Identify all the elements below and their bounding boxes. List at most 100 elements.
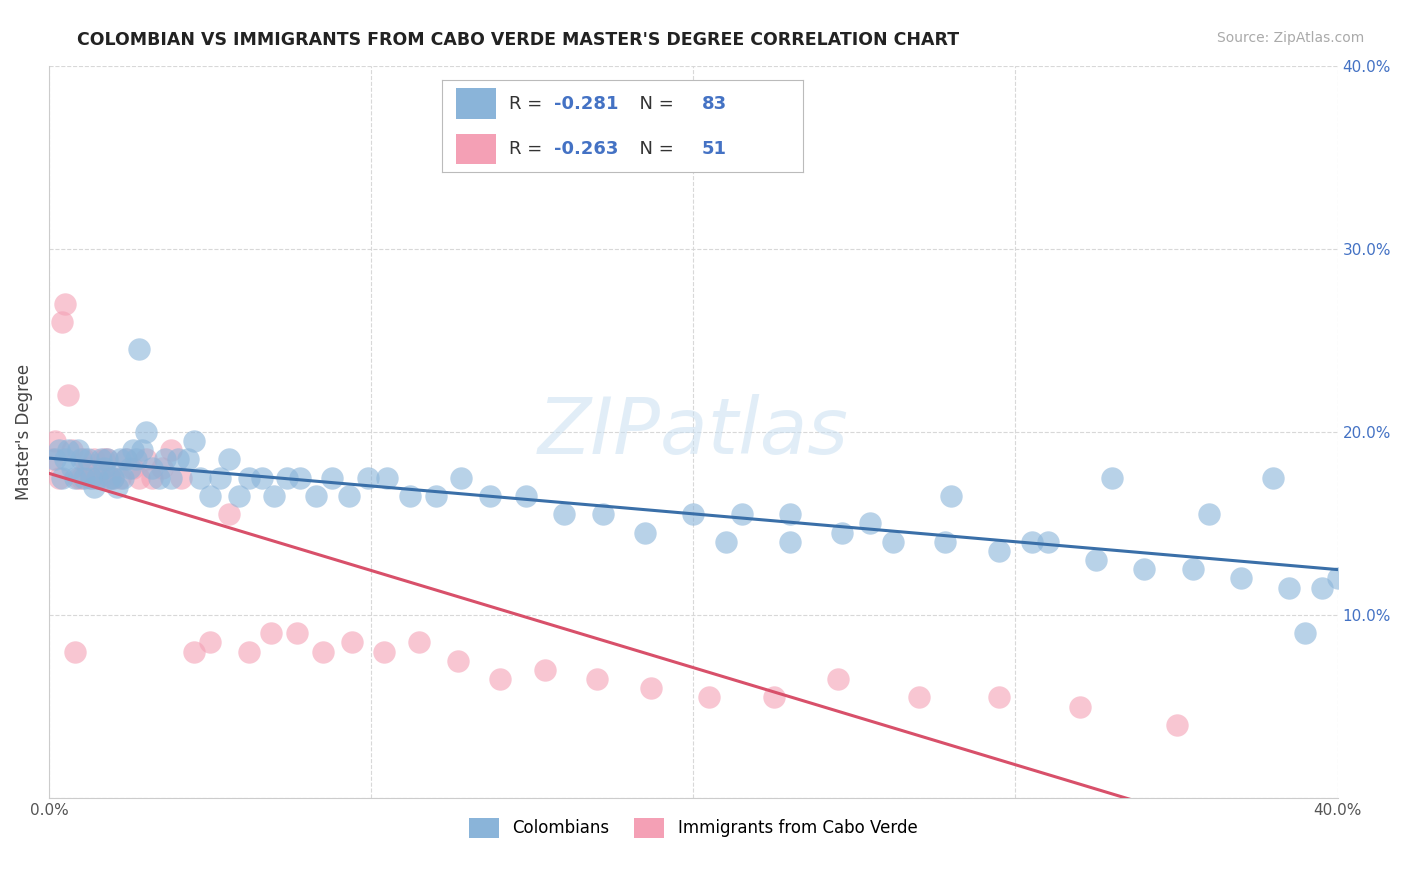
Point — [115, 452, 138, 467]
Point — [408, 635, 430, 649]
Point — [238, 645, 260, 659]
Point — [118, 461, 141, 475]
Point — [58, 388, 80, 402]
Point — [105, 480, 128, 494]
Point — [1101, 470, 1123, 484]
Point — [53, 452, 76, 467]
Point — [70, 452, 93, 467]
Point — [939, 489, 962, 503]
Point — [988, 544, 1011, 558]
Point — [1021, 534, 1043, 549]
Point — [198, 489, 221, 503]
Y-axis label: Master's Degree: Master's Degree — [15, 364, 32, 500]
Point — [1085, 553, 1108, 567]
Point — [312, 645, 335, 659]
Point — [41, 452, 63, 467]
Point — [730, 508, 752, 522]
Point — [447, 654, 470, 668]
Point — [80, 470, 103, 484]
Point — [51, 470, 73, 484]
Point — [827, 672, 849, 686]
Point — [183, 645, 205, 659]
Point — [190, 470, 212, 484]
Point — [260, 626, 283, 640]
Text: ZIPatlas: ZIPatlas — [538, 394, 849, 470]
Point — [1133, 562, 1156, 576]
Point — [714, 534, 737, 549]
Point — [93, 452, 115, 467]
Point — [290, 470, 312, 484]
Point — [66, 470, 89, 484]
Point — [1326, 571, 1348, 585]
Point — [60, 461, 83, 475]
Point — [831, 525, 853, 540]
Point — [73, 452, 96, 467]
Point — [60, 443, 83, 458]
Point — [585, 672, 607, 686]
Point — [634, 525, 657, 540]
Point — [1294, 626, 1316, 640]
Point — [218, 452, 240, 467]
Text: Source: ZipAtlas.com: Source: ZipAtlas.com — [1216, 31, 1364, 45]
Point — [76, 461, 98, 475]
Point — [228, 489, 250, 503]
Point — [153, 452, 176, 467]
Point — [53, 296, 76, 310]
Point — [73, 470, 96, 484]
Point — [135, 425, 157, 439]
Point — [160, 470, 183, 484]
Point — [1166, 718, 1188, 732]
Point — [63, 645, 86, 659]
Point — [250, 470, 273, 484]
Point — [86, 470, 108, 484]
Point — [125, 452, 148, 467]
Point — [51, 315, 73, 329]
Point — [357, 470, 380, 484]
Point — [988, 690, 1011, 705]
Point — [1263, 470, 1285, 484]
Point — [86, 470, 108, 484]
Point — [305, 489, 328, 503]
Point — [108, 452, 131, 467]
Point — [103, 470, 125, 484]
Point — [44, 434, 66, 448]
Point — [882, 534, 904, 549]
Point — [150, 461, 173, 475]
Point — [373, 645, 395, 659]
Point — [83, 452, 105, 467]
Point — [48, 470, 70, 484]
Point — [340, 635, 363, 649]
Point — [450, 470, 472, 484]
Point — [263, 489, 285, 503]
Point — [89, 470, 111, 484]
Point — [141, 470, 163, 484]
Point — [640, 681, 662, 696]
Point — [48, 443, 70, 458]
Point — [108, 470, 131, 484]
Point — [321, 470, 343, 484]
Point — [779, 508, 801, 522]
Point — [96, 452, 118, 467]
Point — [1198, 508, 1220, 522]
Point — [398, 489, 420, 503]
Point — [489, 672, 512, 686]
Point — [515, 489, 537, 503]
Point — [98, 470, 121, 484]
Point — [208, 470, 231, 484]
Point — [121, 443, 143, 458]
Point — [198, 635, 221, 649]
Legend: Colombians, Immigrants from Cabo Verde: Colombians, Immigrants from Cabo Verde — [463, 811, 924, 845]
Point — [44, 452, 66, 467]
Point — [285, 626, 308, 640]
Point — [128, 470, 150, 484]
Point — [148, 470, 170, 484]
Point — [218, 508, 240, 522]
Point — [1278, 581, 1301, 595]
Point — [699, 690, 721, 705]
Point — [779, 534, 801, 549]
Point — [1310, 581, 1333, 595]
Point — [1069, 699, 1091, 714]
Point — [83, 480, 105, 494]
Point — [534, 663, 557, 677]
Point — [112, 470, 135, 484]
